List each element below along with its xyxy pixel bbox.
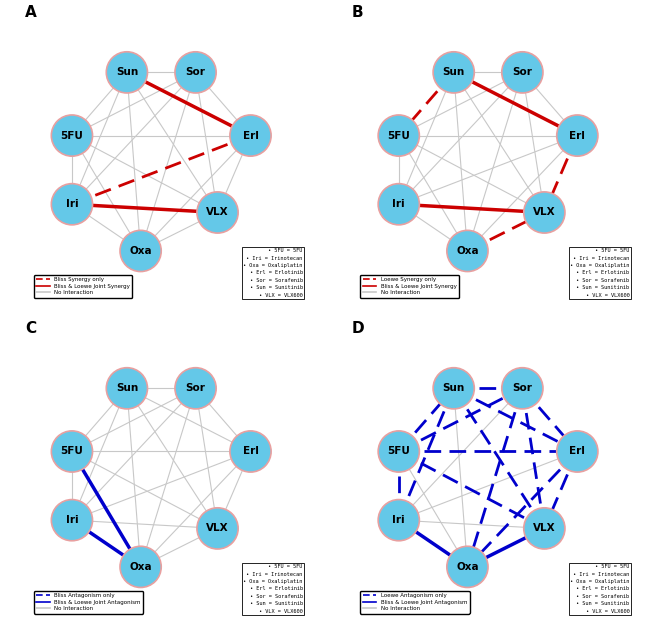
Text: B: B	[352, 5, 364, 20]
Text: • 5FU = 5FU
• Iri = Irinotecan
• Oxa = Oxaliplatin
• Erl = Erlotinib
• Sor = Sor: • 5FU = 5FU • Iri = Irinotecan • Oxa = O…	[570, 564, 629, 614]
Legend: Bliss Synergy only, Bliss & Loewe Joint Synergy, No Interaction: Bliss Synergy only, Bliss & Loewe Joint …	[34, 275, 132, 298]
Circle shape	[175, 52, 216, 93]
Circle shape	[51, 499, 92, 541]
Text: Iri: Iri	[66, 515, 78, 525]
Text: Sun: Sun	[443, 67, 465, 78]
Text: Iri: Iri	[66, 199, 78, 209]
Text: 5FU: 5FU	[387, 446, 410, 456]
Circle shape	[433, 368, 474, 409]
Circle shape	[107, 368, 148, 409]
Text: 5FU: 5FU	[60, 130, 83, 141]
Legend: Bliss Antagonism only, Bliss & Loewe Joint Antagonism, No Interaction: Bliss Antagonism only, Bliss & Loewe Joi…	[34, 591, 143, 614]
Legend: Loewe Antagonism only, Bliss & Loewe Joint Antagonism, No Interaction: Loewe Antagonism only, Bliss & Loewe Joi…	[360, 591, 469, 614]
Text: • 5FU = 5FU
• Iri = Irinotecan
• Oxa = Oxaliplatin
• Erl = Erlotinib
• Sor = Sor: • 5FU = 5FU • Iri = Irinotecan • Oxa = O…	[243, 564, 303, 614]
Circle shape	[51, 431, 92, 472]
Circle shape	[556, 431, 598, 472]
Text: Erl: Erl	[569, 446, 585, 456]
Circle shape	[197, 508, 238, 549]
Text: Sun: Sun	[116, 67, 138, 78]
Circle shape	[556, 115, 598, 156]
Text: • 5FU = 5FU
• Iri = Irinotecan
• Oxa = Oxaliplatin
• Erl = Erlotinib
• Sor = Sor: • 5FU = 5FU • Iri = Irinotecan • Oxa = O…	[243, 248, 303, 298]
Text: VLX: VLX	[206, 523, 229, 534]
Circle shape	[502, 368, 543, 409]
Text: Iri: Iri	[393, 199, 405, 209]
Text: Iri: Iri	[393, 515, 405, 525]
Circle shape	[197, 192, 238, 233]
Text: Erl: Erl	[242, 130, 259, 141]
Text: Sor: Sor	[512, 383, 532, 394]
Circle shape	[378, 184, 419, 225]
Circle shape	[524, 508, 565, 549]
Circle shape	[51, 115, 92, 156]
Text: VLX: VLX	[206, 207, 229, 218]
Circle shape	[447, 546, 488, 587]
Text: Sun: Sun	[116, 383, 138, 394]
Circle shape	[120, 230, 161, 272]
Text: D: D	[352, 321, 365, 336]
Legend: Loewe Synergy only, Bliss & Loewe Joint Synergy, No Interaction: Loewe Synergy only, Bliss & Loewe Joint …	[360, 275, 459, 298]
Text: 5FU: 5FU	[387, 130, 410, 141]
Circle shape	[378, 431, 419, 472]
Text: Sun: Sun	[443, 383, 465, 394]
Circle shape	[524, 192, 565, 233]
Text: • 5FU = 5FU
• Iri = Irinotecan
• Oxa = Oxaliplatin
• Erl = Erlotinib
• Sor = Sor: • 5FU = 5FU • Iri = Irinotecan • Oxa = O…	[570, 248, 629, 298]
Text: VLX: VLX	[533, 207, 556, 218]
Circle shape	[230, 115, 271, 156]
Circle shape	[107, 52, 148, 93]
Text: Sor: Sor	[186, 67, 205, 78]
Text: Erl: Erl	[569, 130, 585, 141]
Text: A: A	[25, 5, 37, 20]
Circle shape	[378, 499, 419, 541]
Circle shape	[447, 230, 488, 272]
Text: Oxa: Oxa	[456, 562, 479, 572]
Text: Erl: Erl	[242, 446, 259, 456]
Text: Sor: Sor	[512, 67, 532, 78]
Text: VLX: VLX	[533, 523, 556, 534]
Text: C: C	[25, 321, 36, 336]
Text: Oxa: Oxa	[456, 246, 479, 256]
Circle shape	[433, 52, 474, 93]
Text: Oxa: Oxa	[129, 562, 152, 572]
Circle shape	[378, 115, 419, 156]
Circle shape	[51, 184, 92, 225]
Text: Oxa: Oxa	[129, 246, 152, 256]
Circle shape	[230, 431, 271, 472]
Circle shape	[120, 546, 161, 587]
Circle shape	[502, 52, 543, 93]
Circle shape	[175, 368, 216, 409]
Text: Sor: Sor	[186, 383, 205, 394]
Text: 5FU: 5FU	[60, 446, 83, 456]
